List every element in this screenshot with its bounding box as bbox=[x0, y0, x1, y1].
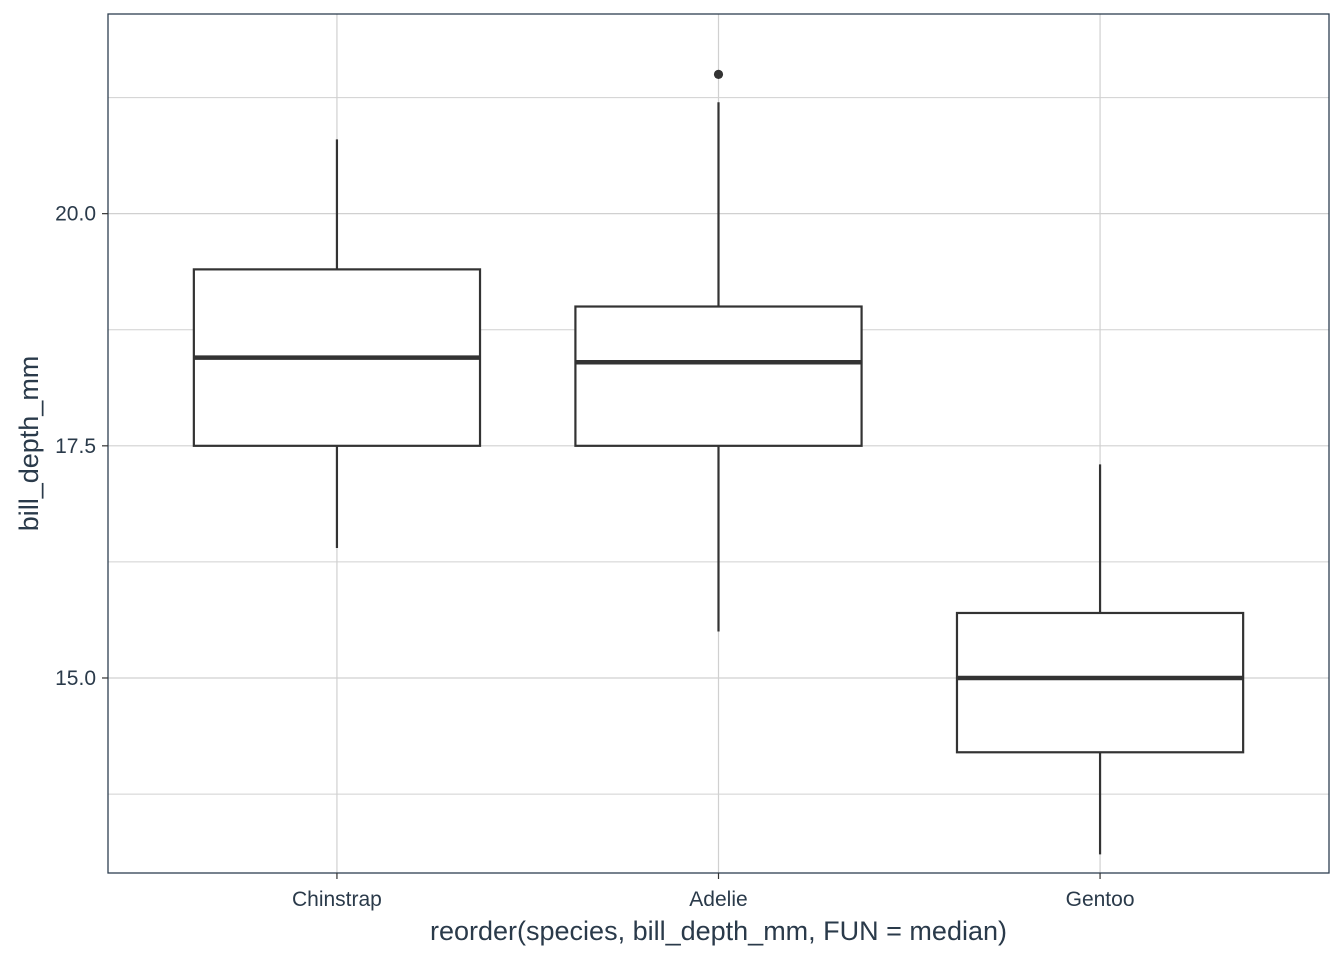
box-adelie bbox=[574, 69, 863, 632]
iqr-box bbox=[955, 611, 1245, 754]
x-axis-title: reorder(species, bill_depth_mm, FUN = me… bbox=[430, 916, 1007, 946]
x-tick-label: Adelie bbox=[689, 888, 747, 911]
boxes bbox=[192, 69, 1245, 855]
x-tick-label: Gentoo bbox=[1066, 888, 1135, 911]
y-tick-label: 20.0 bbox=[55, 203, 96, 226]
x-axis-ticks: Chinstrap Adelie Gentoo bbox=[292, 873, 1135, 911]
iqr-box bbox=[574, 305, 863, 447]
y-axis-ticks: 15.0 17.5 20.0 bbox=[55, 203, 108, 690]
box-chinstrap bbox=[192, 139, 482, 548]
y-tick-label: 17.5 bbox=[55, 435, 96, 458]
y-tick-label: 15.0 bbox=[55, 667, 96, 690]
x-tick-label: Chinstrap bbox=[292, 888, 382, 911]
outlier-point bbox=[713, 69, 724, 79]
y-axis-title: bill_depth_mm bbox=[14, 356, 44, 532]
box-gentoo bbox=[955, 464, 1245, 855]
